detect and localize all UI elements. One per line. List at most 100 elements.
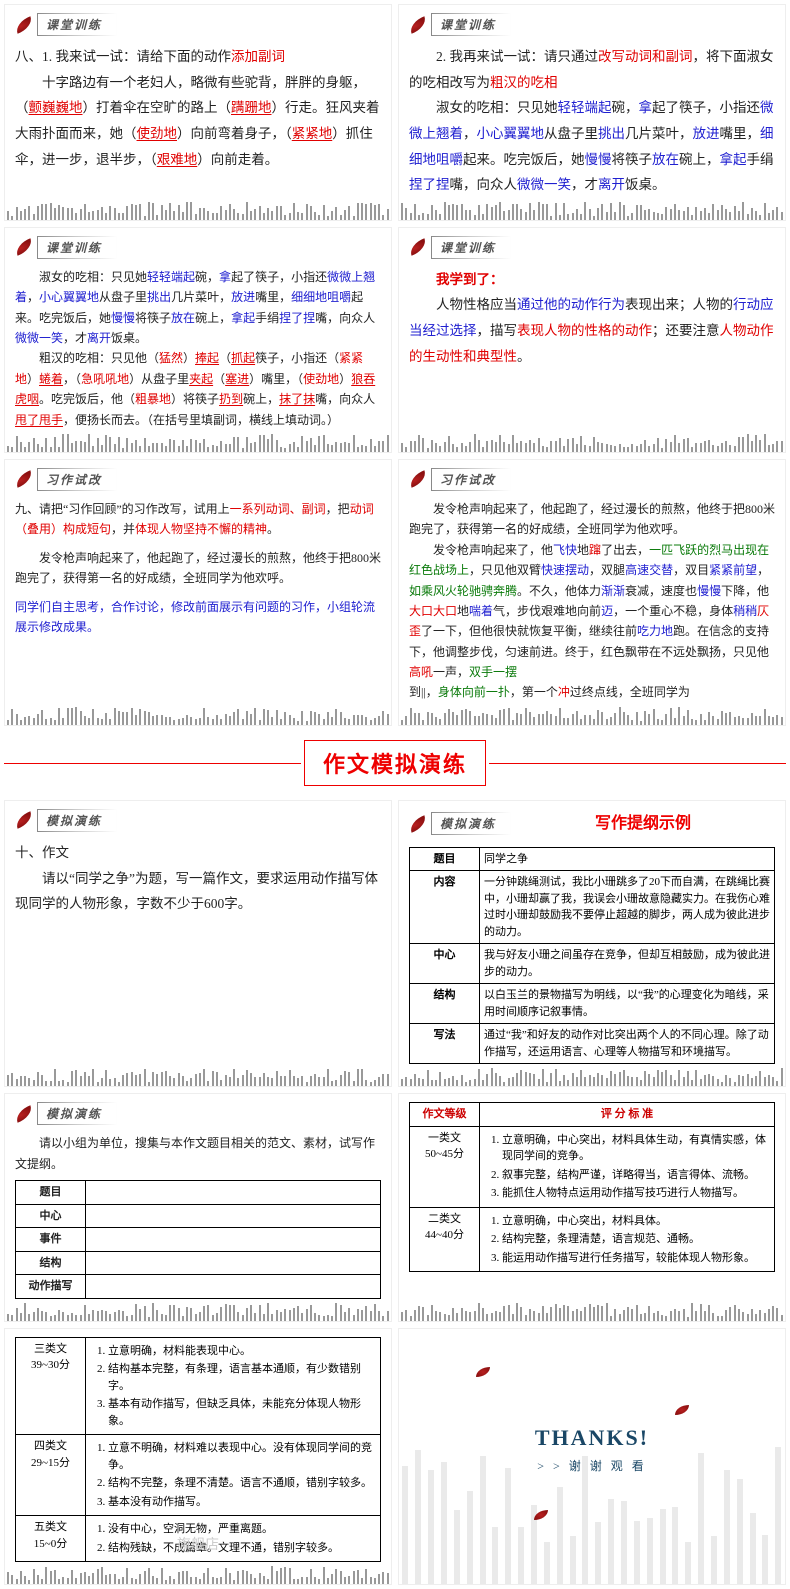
outline-key: 结构 <box>16 1251 86 1275</box>
leaf-icon <box>407 471 428 488</box>
thanks-sub: > > 谢 谢 观 看 <box>537 1457 647 1474</box>
criterion: 立意明确，材料能表现中心。 <box>108 1343 376 1360</box>
badge-moni: 模拟演练 <box>38 1103 116 1124</box>
panel-1: 课堂训练 八、1. 我来试一试：请给下面的动作添加副词 十字路边有一个老妇人，略… <box>4 4 392 221</box>
panel-header: 课堂训练 <box>409 236 775 259</box>
p2-content: 2. 我再来试一试：请只通过改写动词和副词，将下面淑女的吃相改写为粗汉的吃相 淑… <box>409 44 775 198</box>
p7-content: 十、作文 请以“同学之争”为题，写一篇作文，要求运用动作描写体现同学的人物形象，… <box>15 840 381 917</box>
criterion: 基本没有动作描写。 <box>108 1494 376 1511</box>
outline-key: 题目 <box>16 1181 86 1205</box>
outline-key: 内容 <box>410 871 480 944</box>
criterion: 结构残缺，不成篇章。文理不通，错别字较多。 <box>108 1540 376 1557</box>
outline-blank <box>86 1204 381 1228</box>
outline-key: 事件 <box>16 1228 86 1252</box>
p9-content: 请以小组为单位，搜集与本作文题目相关的范文、素材，试写作文提纲。 题目 中心 事… <box>15 1133 381 1298</box>
barcode-deco <box>399 432 785 452</box>
badge-ketang: 课堂训练 <box>432 14 510 35</box>
criterion: 结构不完整，条理不清楚。语言不通顺，错别字较多。 <box>108 1475 376 1492</box>
p5-content: 九、请把“习作回顾”的习作改写，试用上一系列动词、副词，把动词（叠用）构成短句，… <box>15 499 381 637</box>
center-banner: 作文模拟演练 <box>4 732 786 794</box>
panel-header: 模拟演练 <box>15 809 381 832</box>
barcode-deco <box>399 200 785 220</box>
barcode-deco <box>5 200 391 220</box>
panel-header: 课堂训练 <box>15 13 381 36</box>
outline-key: 中心 <box>16 1204 86 1228</box>
panel-5: 习作试改 九、请把“习作回顾”的习作改写，试用上一系列动词、副词，把动词（叠用）… <box>4 459 392 726</box>
leaf-icon <box>407 16 428 33</box>
outline-blank <box>86 1275 381 1299</box>
outline-blank <box>86 1228 381 1252</box>
badge-moni: 模拟演练 <box>38 810 116 831</box>
leaf-icon <box>13 16 34 33</box>
leaf-icon <box>407 815 428 832</box>
p6-content: 发令枪声响起来了，他起跑了，经过漫长的煎熬，他终于把800米跑完了，获得第一名的… <box>409 499 775 703</box>
panel-4: 课堂训练 我学到了： 人物性格应当通过他的动作行为表现出来；人物的行动应当经过选… <box>398 227 786 453</box>
criterion: 立意明确，中心突出，材料具体。 <box>502 1213 770 1230</box>
outline-title: 写作提纲示例 <box>511 809 775 833</box>
outline-key: 题目 <box>410 847 480 871</box>
outline-key: 写法 <box>410 1024 480 1064</box>
leaf-icon <box>13 812 34 829</box>
outline-val: 一分钟跳绳测试，我比小珊跳多了20下而自满，在跳绳比赛中，小珊却赢了我，我误会小… <box>480 871 775 944</box>
outline-val: 我与好友小珊之间虽存在竞争，但却互相鼓励，成为彼此进步的动力。 <box>480 944 775 984</box>
panel-9: 模拟演练 请以小组为单位，搜集与本作文题目相关的范文、素材，试写作文提纲。 题目… <box>4 1093 392 1321</box>
badge-xizuo: 习作试改 <box>432 469 510 490</box>
barcode-deco <box>399 1301 785 1321</box>
p3-content: 淑女的吃相：只见她轻轻端起碗，拿起了筷子，小指还微微上翘着，小心翼翼地从盘子里挑… <box>15 267 381 430</box>
criterion: 立意不明确，材料难以表现中心。没有体现同学间的竞争。 <box>108 1440 376 1473</box>
barcode-deco <box>5 1301 391 1321</box>
panel-8: 模拟演练 写作提纲示例 题目同学之争内容一分钟跳绳测试，我比小珊跳多了20下而自… <box>398 800 786 1088</box>
panel-header: 课堂训练 <box>409 13 775 36</box>
panel-10: 作文等级评 分 标 准 一类文 50~45分立意明确，中心突出，材料具体生动，有… <box>398 1093 786 1321</box>
outline-val: 通过“我”和好友的动作对比突出两个人的不同心理。除了动作描写，还运用语言、心理等… <box>480 1024 775 1064</box>
panel-2: 课堂训练 2. 我再来试一试：请只通过改写动词和副词，将下面淑女的吃相改写为粗汉… <box>398 4 786 221</box>
barcode-deco <box>399 1066 785 1086</box>
panel-header: 课堂训练 <box>15 236 381 259</box>
criterion: 能运用动作描写进行任务描写，较能体现人物形象。 <box>502 1250 770 1267</box>
outline-blank-table: 题目 中心 事件 结构 动作描写 <box>15 1180 381 1299</box>
criterion: 基本有动作描写，但缺乏具体，未能充分体现人物形象。 <box>108 1396 376 1429</box>
thanks-title: THANKS! <box>535 1425 649 1451</box>
outline-key: 结构 <box>410 984 480 1024</box>
leaf-icon <box>407 239 428 256</box>
outline-key: 中心 <box>410 944 480 984</box>
outline-key: 动作描写 <box>16 1275 86 1299</box>
criterion: 没有中心，空洞无物，严重离题。 <box>108 1521 376 1538</box>
barcode-deco <box>5 1564 391 1584</box>
leaf-icon <box>13 1105 34 1122</box>
barcode-deco <box>399 705 785 725</box>
barcode-deco <box>5 432 391 452</box>
outline-table: 题目同学之争内容一分钟跳绳测试，我比小珊跳多了20下而自满，在跳绳比赛中，小珊却… <box>409 847 775 1065</box>
p1-content: 八、1. 我来试一试：请给下面的动作添加副词 十字路边有一个老妇人，略微有些驼背… <box>15 44 381 172</box>
panel-header: 模拟演练 <box>15 1102 381 1125</box>
badge-ketang: 课堂训练 <box>432 237 510 258</box>
panel-header: 习作试改 <box>409 468 775 491</box>
badge-xizuo: 习作试改 <box>38 469 116 490</box>
barcode-deco <box>5 705 391 725</box>
leaf-icon <box>13 471 34 488</box>
score-table-1: 作文等级评 分 标 准 一类文 50~45分立意明确，中心突出，材料具体生动，有… <box>409 1102 775 1272</box>
outline-blank <box>86 1181 381 1205</box>
criterion: 结构基本完整，有条理，语言基本通顺，有少数错别字。 <box>108 1361 376 1394</box>
badge-moni: 模拟演练 <box>432 813 510 834</box>
watermark: 旗舰店 <box>177 1534 219 1554</box>
thanks-panel: THANKS! > > 谢 谢 观 看 <box>398 1328 786 1586</box>
panel-header: 模拟演练 写作提纲示例 <box>409 809 775 839</box>
badge-ketang: 课堂训练 <box>38 14 116 35</box>
criterion: 能抓住人物特点运用动作描写技巧进行人物描写。 <box>502 1185 770 1202</box>
banner-text: 作文模拟演练 <box>304 740 486 786</box>
p4-content: 我学到了： 人物性格应当通过他的动作行为表现出来；人物的行动应当经过选择，描写表… <box>409 267 775 370</box>
leaf-icon <box>13 239 34 256</box>
outline-val: 同学之争 <box>480 847 775 871</box>
panel-11: 三类文 39~30分立意明确，材料能表现中心。结构基本完整，有条理，语言基本通顺… <box>4 1328 392 1586</box>
panel-3: 课堂训练 淑女的吃相：只见她轻轻端起碗，拿起了筷子，小指还微微上翘着，小心翼翼地… <box>4 227 392 453</box>
panel-header: 习作试改 <box>15 468 381 491</box>
panel-6: 习作试改 发令枪声响起来了，他起跑了，经过漫长的煎熬，他终于把800米跑完了，获… <box>398 459 786 726</box>
badge-ketang: 课堂训练 <box>38 237 116 258</box>
barcode-deco <box>5 1066 391 1086</box>
criterion: 结构完整，条理清楚，语言规范、通畅。 <box>502 1231 770 1248</box>
outline-val: 以白玉兰的景物描写为明线，以“我”的心理变化为暗线，采用时间顺序记叙事情。 <box>480 984 775 1024</box>
panel-7: 模拟演练 十、作文 请以“同学之争”为题，写一篇作文，要求运用动作描写体现同学的… <box>4 800 392 1088</box>
criterion: 立意明确，中心突出，材料具体生动，有真情实感，体现同学间的竞争。 <box>502 1132 770 1165</box>
score-table-2: 三类文 39~30分立意明确，材料能表现中心。结构基本完整，有条理，语言基本通顺… <box>15 1337 381 1563</box>
